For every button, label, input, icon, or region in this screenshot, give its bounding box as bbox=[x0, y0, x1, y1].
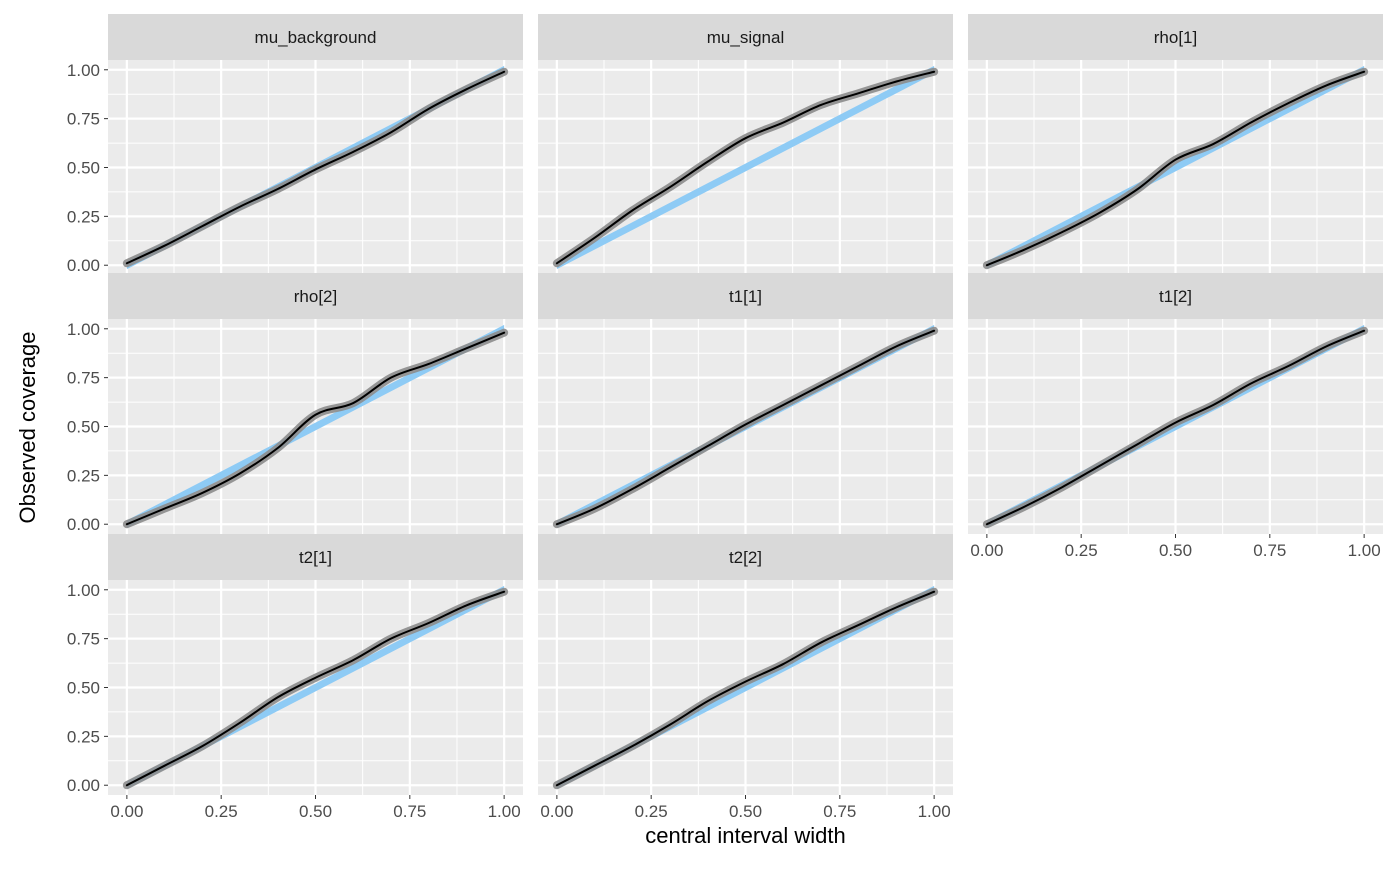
y-tick-label: 1.00 bbox=[67, 320, 100, 339]
x-tick-label: 1.00 bbox=[1348, 541, 1381, 560]
observed-coverage-line bbox=[555, 329, 936, 526]
y-axis-title: Observed coverage bbox=[15, 332, 40, 524]
facet-panel: mu_background 0.00 0.25 0.50 0.75 1.00 bbox=[67, 14, 523, 275]
y-tick-label: 0.50 bbox=[67, 679, 100, 698]
facet-strip-label: t2[1] bbox=[299, 548, 332, 567]
observed-coverage-line bbox=[555, 70, 936, 265]
x-tick-label: 0.00 bbox=[540, 802, 573, 821]
x-tick-label: 0.50 bbox=[1159, 541, 1192, 560]
facet-strip-label: t1[1] bbox=[729, 287, 762, 306]
reference-band bbox=[126, 324, 505, 529]
y-tick-label: 0.25 bbox=[67, 727, 100, 746]
facet-panel: t1[2] 0.00 0.25 0.50 0.75 1.00 bbox=[968, 273, 1383, 560]
x-tick-label: 0.00 bbox=[970, 541, 1003, 560]
facet-strip-label: t2[2] bbox=[729, 548, 762, 567]
x-tick-label: 0.25 bbox=[205, 802, 238, 821]
facet-panel: mu_signal bbox=[538, 14, 953, 275]
facet-strip-label: mu_signal bbox=[707, 28, 785, 47]
y-tick-label: 0.75 bbox=[67, 630, 100, 649]
facet-panel: rho[1] bbox=[968, 14, 1383, 275]
y-tick-label: 0.00 bbox=[67, 776, 100, 795]
x-tick-label: 0.25 bbox=[635, 802, 668, 821]
x-axis-title: central interval width bbox=[645, 823, 846, 848]
y-tick-label: 0.75 bbox=[67, 369, 100, 388]
facet-panel: rho[2] 0.00 0.25 0.50 0.75 1.00 bbox=[67, 273, 523, 534]
facet-panel: t2[1] 0.00 0.25 0.50 0.75 1.00 0.00 0.25 0.50 0.7… bbox=[67, 534, 523, 821]
facet-panel: t1[1] bbox=[538, 273, 953, 534]
observed-coverage-line bbox=[125, 70, 506, 265]
facet-strip bbox=[108, 273, 523, 319]
facet-strip bbox=[538, 273, 953, 319]
x-tick-label: 1.00 bbox=[918, 802, 951, 821]
facet-strip-label: rho[2] bbox=[294, 287, 337, 306]
facet-strip-label: rho[1] bbox=[1154, 28, 1197, 47]
facet-strip-label: mu_background bbox=[255, 28, 377, 47]
x-tick-label: 0.50 bbox=[729, 802, 762, 821]
x-tick-label: 0.75 bbox=[1253, 541, 1286, 560]
x-tick-label: 0.75 bbox=[393, 802, 426, 821]
y-tick-label: 0.75 bbox=[67, 110, 100, 129]
facet-strip bbox=[108, 14, 523, 60]
facet-strip bbox=[968, 273, 1383, 319]
facet-strip bbox=[968, 14, 1383, 60]
facet-strip bbox=[538, 14, 953, 60]
observed-coverage-line bbox=[555, 590, 936, 787]
observed-coverage-line bbox=[125, 331, 506, 526]
facet-strip bbox=[108, 534, 523, 580]
y-tick-label: 1.00 bbox=[67, 581, 100, 600]
facet-strip bbox=[538, 534, 953, 580]
y-tick-label: 1.00 bbox=[67, 61, 100, 80]
x-tick-label: 0.00 bbox=[110, 802, 143, 821]
observed-coverage-line bbox=[985, 70, 1366, 267]
x-tick-label: 0.50 bbox=[299, 802, 332, 821]
y-tick-label: 0.50 bbox=[67, 159, 100, 178]
x-tick-label: 1.00 bbox=[488, 802, 521, 821]
y-tick-label: 0.00 bbox=[67, 256, 100, 275]
y-tick-label: 0.50 bbox=[67, 418, 100, 437]
y-tick-label: 0.25 bbox=[67, 466, 100, 485]
reference-band bbox=[556, 65, 935, 270]
x-tick-label: 0.25 bbox=[1065, 541, 1098, 560]
facet-panel: t2[2] 0.00 0.25 0.50 0.75 1.00 bbox=[538, 534, 953, 821]
observed-coverage-line bbox=[125, 590, 506, 787]
facet-strip-label: t1[2] bbox=[1159, 287, 1192, 306]
y-tick-label: 0.25 bbox=[67, 207, 100, 226]
observed-coverage-line bbox=[985, 329, 1366, 526]
y-tick-label: 0.00 bbox=[67, 515, 100, 534]
x-tick-label: 0.75 bbox=[823, 802, 856, 821]
